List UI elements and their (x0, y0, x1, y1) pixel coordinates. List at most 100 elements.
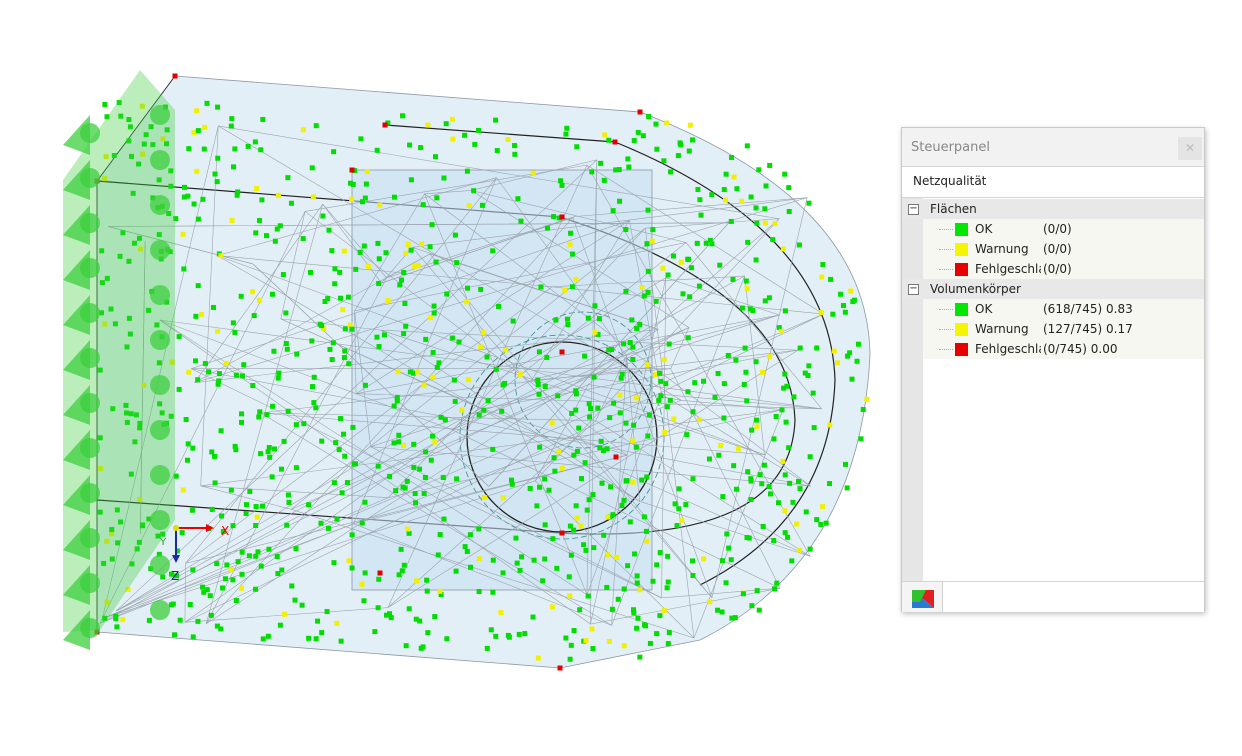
mesh-point (310, 384, 316, 390)
mesh-point (634, 625, 640, 631)
mesh-point (781, 385, 787, 391)
mesh-point (141, 141, 147, 147)
tab[interactable]: Netzqualität (902, 166, 1204, 198)
mesh-point (625, 156, 631, 162)
mesh-point (549, 420, 555, 426)
mesh-point (337, 269, 343, 275)
mesh-point (467, 532, 473, 538)
mesh-point (168, 183, 174, 189)
mesh-point (129, 561, 135, 567)
mesh-point (209, 449, 215, 455)
mesh-point (399, 277, 405, 283)
mesh-point (569, 410, 575, 416)
mesh-point (432, 614, 438, 620)
mesh-point (514, 560, 520, 566)
mesh-point (786, 185, 792, 191)
mesh-point (624, 478, 630, 484)
mesh-point (176, 386, 182, 392)
mesh-point (565, 321, 571, 327)
mesh-point (253, 230, 259, 236)
mesh-point (423, 336, 429, 342)
mesh-point (97, 435, 103, 441)
mesh-point (690, 409, 696, 415)
mesh-point (610, 512, 616, 518)
mesh-point (440, 474, 446, 480)
mesh-point (395, 369, 401, 375)
origin (173, 525, 179, 531)
mesh-point (209, 506, 215, 512)
mesh-point (376, 576, 382, 582)
mesh-point (419, 241, 425, 247)
mesh-point (743, 369, 749, 375)
mesh-point (180, 231, 186, 237)
mesh-point (190, 634, 196, 640)
mesh-point (102, 101, 108, 107)
mesh-point (672, 501, 678, 507)
mesh-point (230, 523, 236, 529)
mesh-point (424, 577, 430, 583)
mesh-point (349, 565, 355, 571)
mesh-point (423, 449, 429, 455)
close-button[interactable]: ✕ (1178, 137, 1202, 160)
mesh-point (567, 593, 573, 599)
tab-label: Netzqualität (913, 174, 987, 188)
mesh-point (97, 509, 103, 515)
mesh-point (771, 436, 777, 442)
mesh-point (770, 237, 776, 243)
mesh-point (481, 330, 487, 336)
tab-icon[interactable] (902, 582, 943, 612)
mesh-point (782, 472, 788, 478)
mesh-point (814, 345, 820, 351)
mesh-point (126, 117, 132, 123)
mesh-edge (670, 327, 781, 589)
mesh-point (573, 391, 579, 397)
mesh-point (597, 445, 603, 451)
mesh-point (391, 194, 397, 200)
y-label: Y (159, 537, 167, 548)
mesh-point (512, 143, 518, 149)
mesh-point (569, 284, 575, 290)
mesh-point (685, 335, 691, 341)
mesh-point (402, 300, 408, 306)
mesh-point (362, 195, 368, 201)
mesh-point (784, 383, 790, 389)
collapse-toggle[interactable]: − (908, 283, 919, 295)
mesh-point (128, 411, 134, 417)
mesh-point (234, 192, 240, 198)
mesh-point (626, 164, 632, 170)
mesh-point (401, 331, 407, 337)
mesh-point (601, 177, 607, 183)
mesh-point (269, 291, 275, 297)
mesh-point (358, 136, 364, 142)
swatch (955, 263, 968, 276)
mesh-point (864, 396, 870, 402)
mesh-point (490, 589, 496, 595)
mesh-point (400, 113, 406, 119)
mesh-point (665, 641, 671, 647)
mesh-point (827, 422, 833, 428)
item-label: Warnung (975, 242, 1029, 256)
mesh-point (496, 303, 502, 309)
mesh-point (232, 443, 238, 449)
mesh-point (452, 398, 458, 404)
mesh-point (164, 127, 170, 133)
mesh-point (253, 553, 259, 559)
mesh-point (256, 297, 262, 303)
mesh-point (592, 329, 598, 335)
mesh-point (549, 604, 555, 610)
mesh-point (613, 554, 619, 560)
mesh-point (430, 433, 436, 439)
mesh-point (797, 486, 803, 492)
mesh-point (623, 420, 629, 426)
mesh-point (508, 477, 514, 483)
mesh-point (782, 530, 788, 536)
mesh-point (215, 155, 221, 161)
mesh-point (573, 276, 579, 282)
support-cone (63, 385, 90, 425)
collapse-toggle[interactable]: − (908, 203, 919, 215)
mesh-point (421, 382, 427, 388)
mesh-point (786, 445, 792, 451)
edge (96, 180, 796, 535)
mesh-point (346, 361, 352, 367)
mesh-point (574, 515, 580, 521)
